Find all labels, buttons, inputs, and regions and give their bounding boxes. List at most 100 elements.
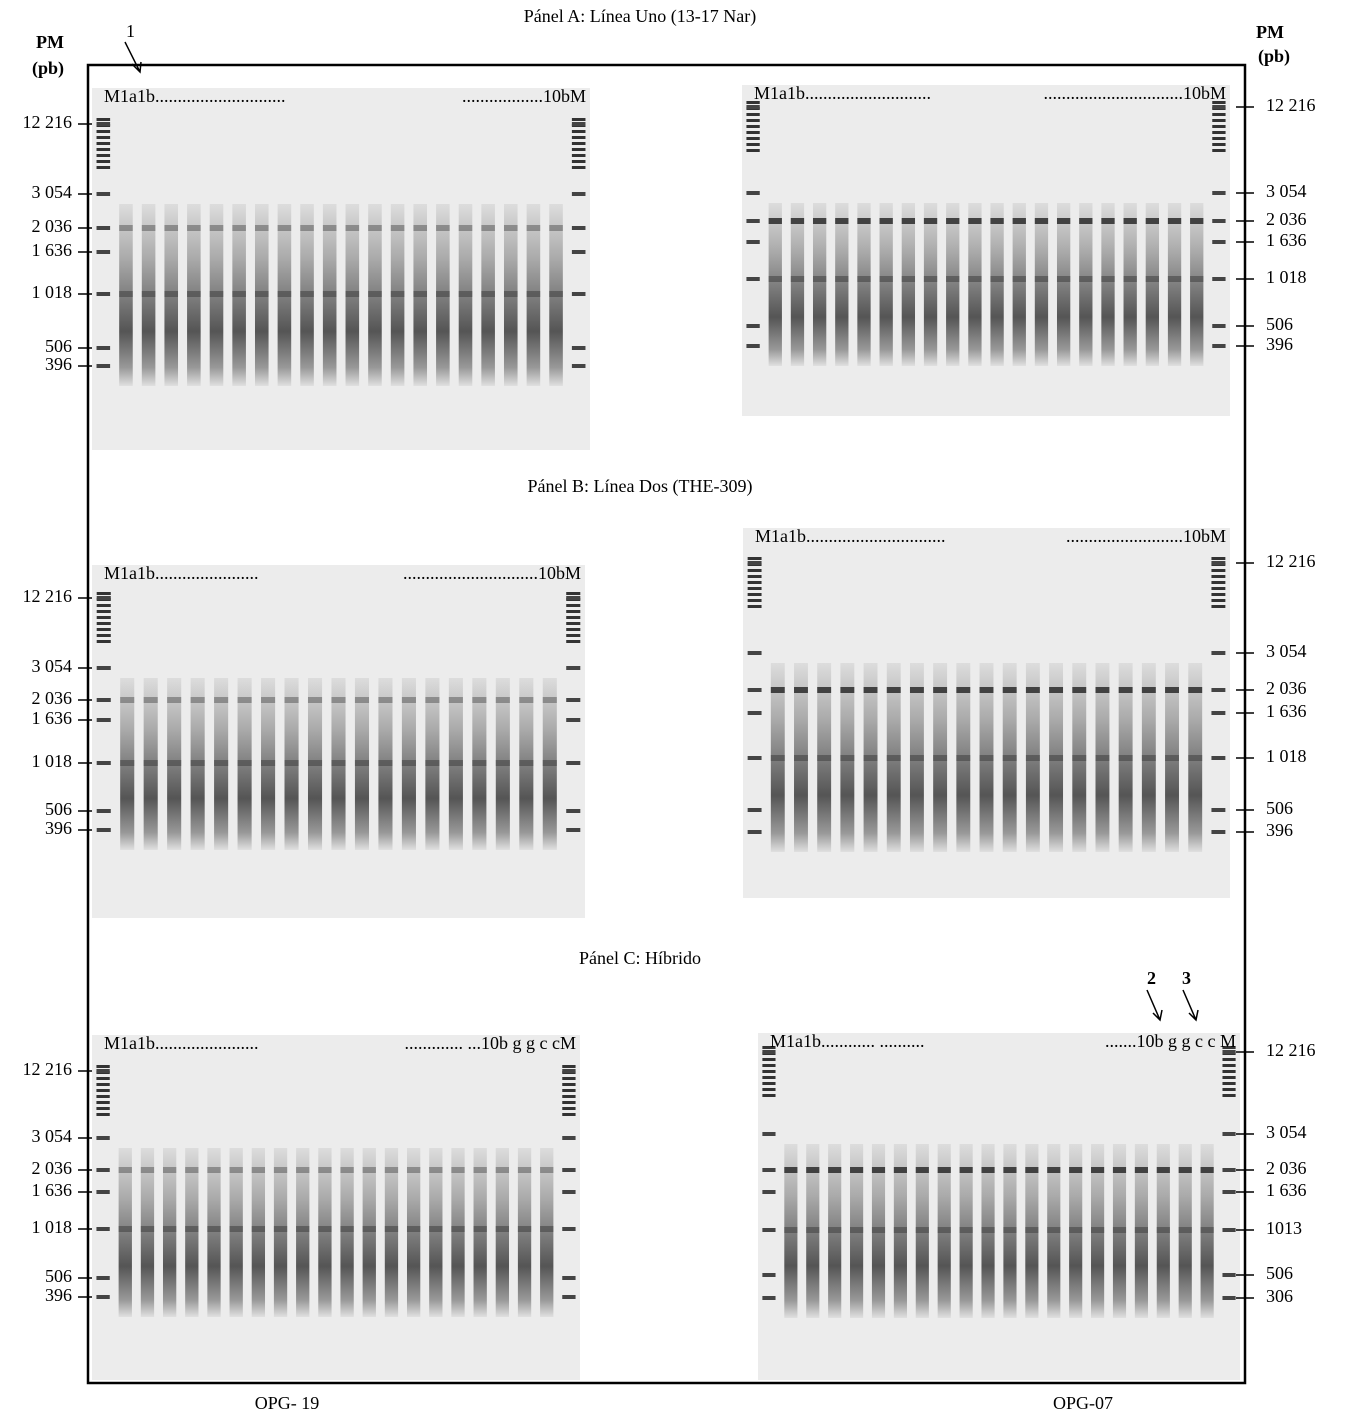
gel-band	[770, 755, 785, 761]
ladder-band	[746, 131, 760, 134]
gel-band	[214, 760, 229, 766]
ladder-band	[762, 1168, 776, 1172]
gel-band	[1079, 276, 1093, 282]
gel-band	[879, 218, 893, 224]
ladder-band	[96, 628, 111, 631]
gel-band	[835, 218, 849, 224]
ladder-band	[571, 292, 586, 296]
lane-header: M1a1b...............................	[755, 526, 946, 546]
ladder-band	[747, 569, 762, 572]
gel-band	[503, 291, 518, 297]
ladder-band	[96, 610, 111, 613]
gel-band	[540, 1226, 554, 1232]
ladder-band	[566, 698, 581, 702]
size-label: 12 216	[23, 1059, 73, 1079]
gel-band	[436, 225, 450, 231]
size-label: 1 636	[32, 1180, 73, 1200]
size-label: 1 636	[1266, 1180, 1307, 1200]
ladder-band	[762, 1190, 776, 1194]
ladder-band	[96, 1095, 110, 1098]
gel-band	[981, 1167, 995, 1173]
gel-band	[1072, 687, 1087, 693]
gel-band	[981, 1227, 995, 1233]
gel-band	[458, 291, 473, 297]
gel-band	[549, 225, 563, 231]
gel-band	[909, 687, 924, 693]
ladder-band	[1222, 1070, 1236, 1073]
ladder-band	[566, 828, 581, 832]
ladder-band	[96, 154, 111, 157]
size-label: 2 036	[1266, 678, 1307, 698]
gel-band	[850, 1227, 864, 1233]
ladder-band	[1222, 1094, 1236, 1097]
ladder-band	[96, 1168, 110, 1172]
gel-band	[1118, 755, 1133, 761]
ladder-band	[1212, 105, 1226, 109]
gel-band	[413, 225, 428, 231]
ladder-band	[1211, 830, 1226, 834]
gel-band	[495, 1167, 510, 1173]
size-label: 1 018	[1266, 746, 1307, 766]
ladder-band	[562, 1069, 576, 1073]
ladder-band	[562, 1113, 576, 1116]
ladder-band	[566, 640, 581, 643]
gel-lane	[229, 1148, 243, 1317]
ladder-band	[96, 1089, 110, 1092]
ladder-band	[746, 191, 760, 195]
ladder-band	[747, 581, 762, 584]
gel-band	[429, 1226, 443, 1232]
ladder-band	[1211, 808, 1226, 812]
ladder-band	[562, 1077, 576, 1080]
gel-band	[261, 697, 276, 703]
gel-lane	[768, 203, 782, 366]
gel-band	[368, 291, 382, 297]
gel-band	[1091, 1167, 1105, 1173]
size-label: 506	[45, 1266, 72, 1286]
ladder-band	[762, 1273, 776, 1277]
lane-header: M1a1b.......................	[104, 1033, 259, 1053]
ladder-band	[562, 1168, 576, 1172]
ladder-band	[96, 809, 111, 813]
gel-band	[835, 276, 849, 282]
size-label: 306	[1266, 1286, 1293, 1306]
gel-lane	[384, 1148, 399, 1317]
gel-band	[828, 1227, 842, 1233]
gel-band	[990, 276, 1004, 282]
gel-band	[503, 225, 518, 231]
ladder-band	[746, 105, 760, 109]
gel-band	[143, 697, 158, 703]
gel-band	[857, 276, 871, 282]
gel-band	[1069, 1167, 1083, 1173]
gel-band	[909, 755, 924, 761]
gel-band	[1072, 755, 1087, 761]
gel-band	[1156, 1167, 1170, 1173]
gel-band	[162, 1226, 177, 1232]
ladder-band	[96, 292, 111, 296]
gel-lane	[923, 203, 938, 366]
size-label: 1 018	[32, 751, 73, 771]
gel-band	[451, 1167, 465, 1173]
ladder-band	[571, 130, 586, 133]
gel-band	[794, 755, 808, 761]
gel-band	[1134, 1227, 1148, 1233]
gel-band	[968, 218, 982, 224]
gel-band	[232, 291, 246, 297]
gel-band	[1056, 276, 1071, 282]
ladder-band	[1212, 131, 1226, 134]
primer-label: OPG-07	[1053, 1393, 1113, 1413]
gel-band	[1167, 276, 1182, 282]
ladder-band	[762, 1046, 776, 1049]
ladder-band	[747, 561, 762, 565]
ladder-band	[566, 592, 581, 595]
ladder-band	[96, 192, 111, 196]
gel-lane	[318, 1148, 332, 1317]
lane-header: M1a1b.......................	[104, 563, 259, 583]
gel-band	[322, 225, 337, 231]
ladder-band	[562, 1295, 576, 1299]
ladder-band	[571, 142, 586, 145]
gel-band	[141, 225, 156, 231]
gel-band	[790, 218, 805, 224]
gel-lane	[140, 1148, 155, 1317]
gel-band	[164, 225, 179, 231]
ladder-band	[96, 634, 111, 637]
